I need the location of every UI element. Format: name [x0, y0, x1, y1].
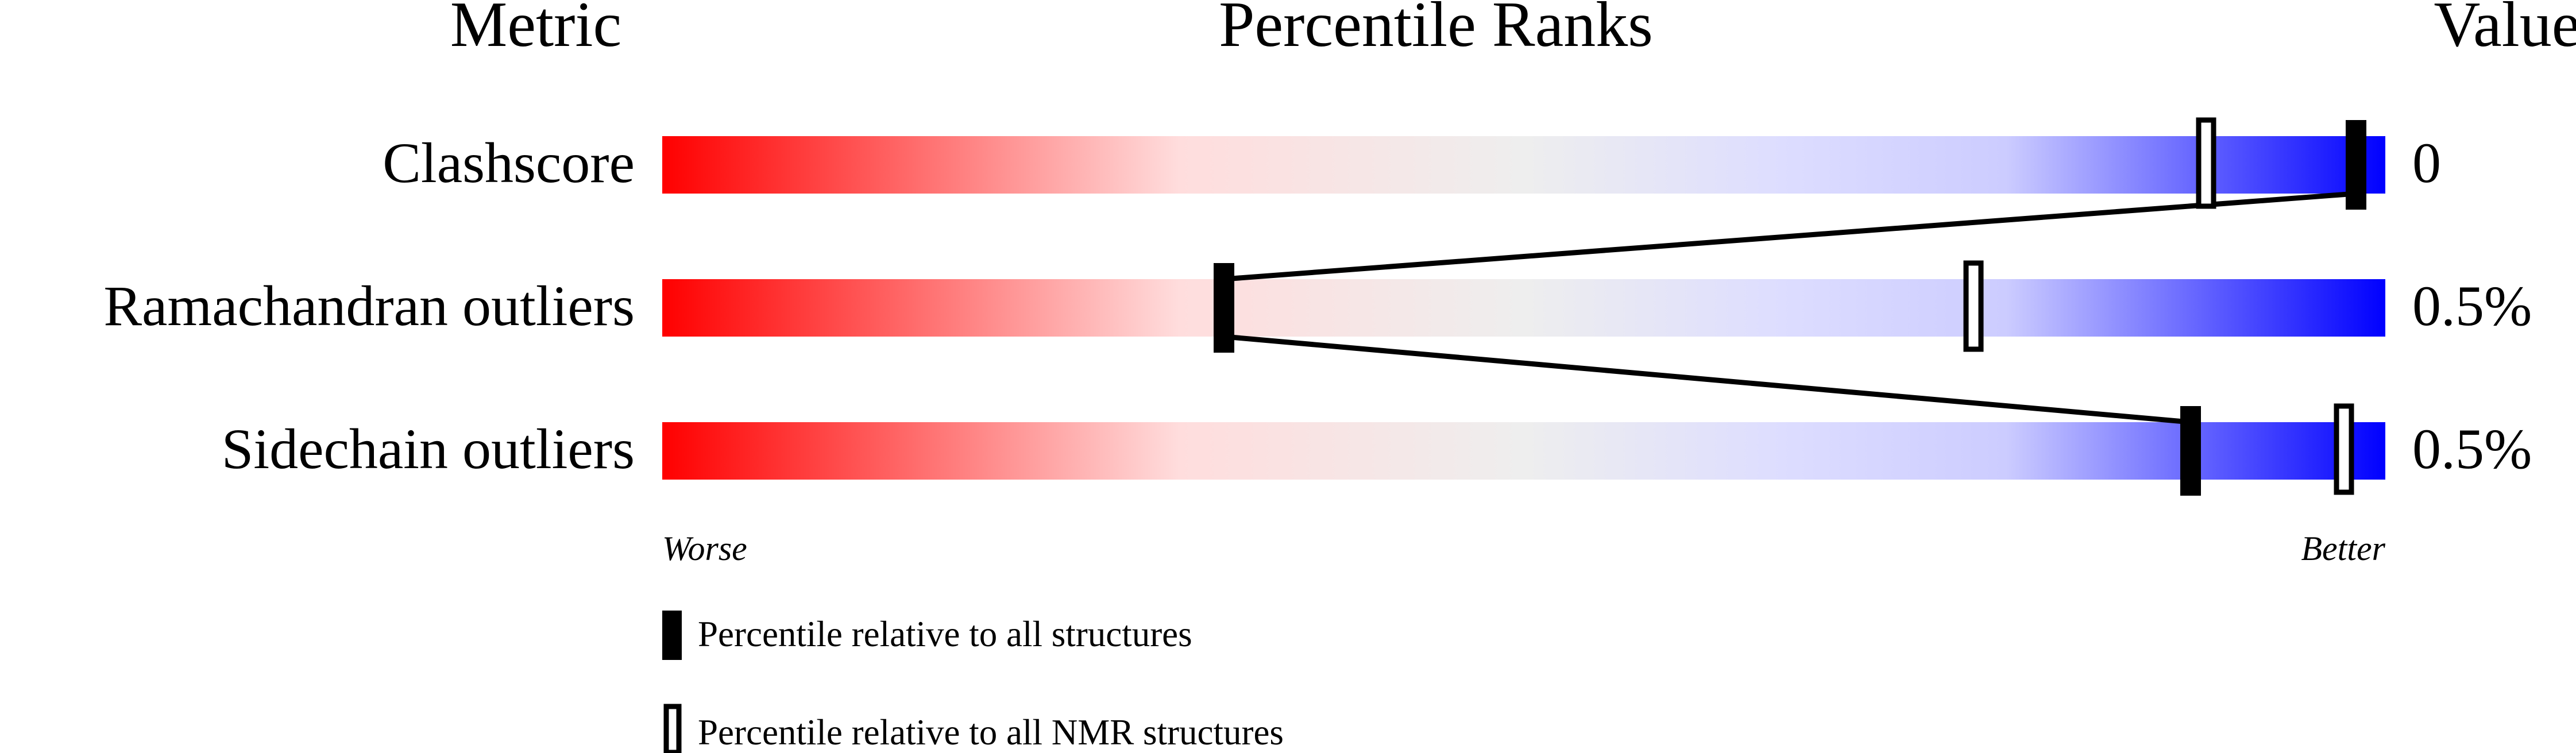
metric-label: Sidechain outliers [222, 417, 635, 481]
connector-line [1223, 191, 2357, 282]
legend-label-nmr: Percentile relative to all NMR structure… [698, 712, 1284, 752]
connector-line [1223, 334, 2191, 425]
legend-filled-marker [662, 611, 682, 660]
percentile-bar [662, 279, 2385, 337]
metric-label: Ramachandran outliers [103, 274, 635, 338]
legend-open-marker [663, 704, 682, 753]
metric-value: 0.5% [2412, 417, 2532, 481]
header-ranks: Percentile Ranks [1219, 0, 1653, 60]
better-label: Better [2301, 530, 2385, 567]
metric-value: 0 [2412, 131, 2441, 195]
worse-label: Worse [662, 530, 747, 567]
percentile-bar [662, 136, 2385, 194]
metric-label: Clashscore [383, 131, 635, 195]
legend-label-all: Percentile relative to all structures [698, 614, 1192, 654]
metric-value: 0.5% [2412, 274, 2532, 338]
all-percentile-marker [2180, 406, 2201, 496]
header-metric: Metric [450, 0, 622, 60]
nmr-percentile-marker [2196, 117, 2216, 209]
nmr-percentile-marker [1963, 260, 1984, 352]
header-value: Value [2434, 0, 2576, 60]
percentile-bar [662, 422, 2385, 480]
all-percentile-marker [2346, 120, 2366, 210]
all-percentile-marker [1214, 263, 1234, 353]
nmr-percentile-marker [2334, 403, 2354, 495]
